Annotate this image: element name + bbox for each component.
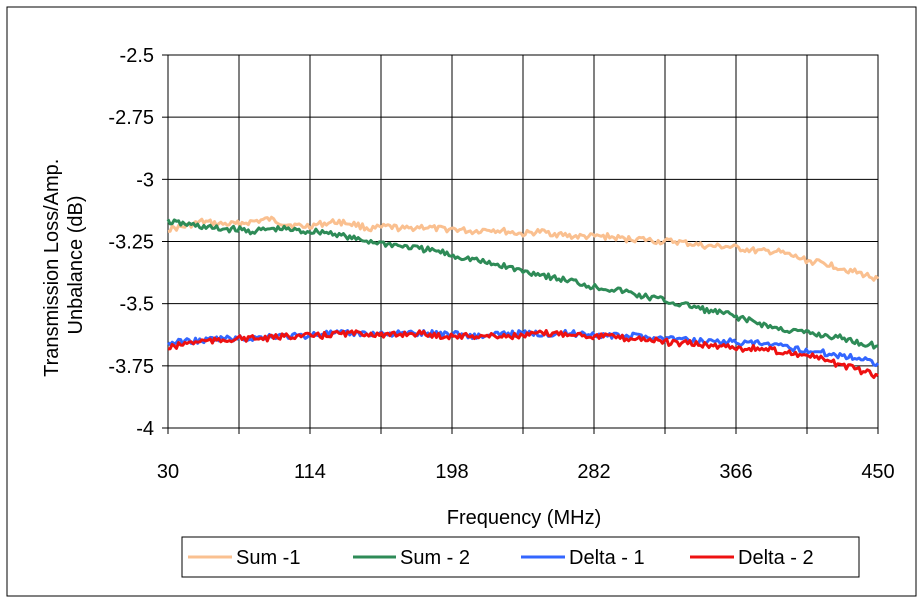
series-line-1 <box>167 215 880 282</box>
legend-box <box>181 536 860 578</box>
y-tick-label: -4 <box>136 418 154 440</box>
y-tick-label: -2.5 <box>120 45 154 67</box>
series-line-2 <box>166 218 879 350</box>
legend-label-4: Delta - 2 <box>738 547 814 569</box>
y-axis-title-line-2: Unbalance (dB) <box>65 196 87 335</box>
x-tick-label: 366 <box>719 461 752 483</box>
x-tick-label: 282 <box>577 461 610 483</box>
x-tick-label: 198 <box>435 461 468 483</box>
legend: Sum -1 Sum - 2 Delta - 1 Delta - 2 <box>181 536 860 578</box>
legend-label-2: Sum - 2 <box>400 547 470 569</box>
x-tick-label: 450 <box>861 461 894 483</box>
series-line-4 <box>167 329 879 379</box>
y-tick-label: -3.5 <box>120 294 154 316</box>
series-layer <box>166 215 880 379</box>
x-tick-labels: 30 114 198 282 366 450 <box>157 461 895 483</box>
y-tick-label: -3 <box>136 169 154 191</box>
x-tick-label: 114 <box>294 461 326 483</box>
legend-label-3: Delta - 1 <box>569 547 645 569</box>
chart-area-border <box>6 6 917 597</box>
y-axis-title: Transmission Loss/Amp. Unbalance (dB) <box>41 153 87 377</box>
y-axis-title-line-1: Transmission Loss/Amp. <box>41 159 63 377</box>
y-tick-label: -3.75 <box>108 356 154 378</box>
x-tick-label: 30 <box>157 461 179 483</box>
y-tick-label: -2.75 <box>108 107 154 129</box>
y-tick-labels: -2.5 -2.75 -3 -3.25 -3.5 -3.75 -4 <box>108 45 154 440</box>
legend-label-1: Sum -1 <box>236 547 300 569</box>
y-tick-label: -3.25 <box>108 232 154 254</box>
plot-area-border <box>167 54 879 429</box>
x-axis-title: Frequency (MHz) <box>447 507 601 529</box>
